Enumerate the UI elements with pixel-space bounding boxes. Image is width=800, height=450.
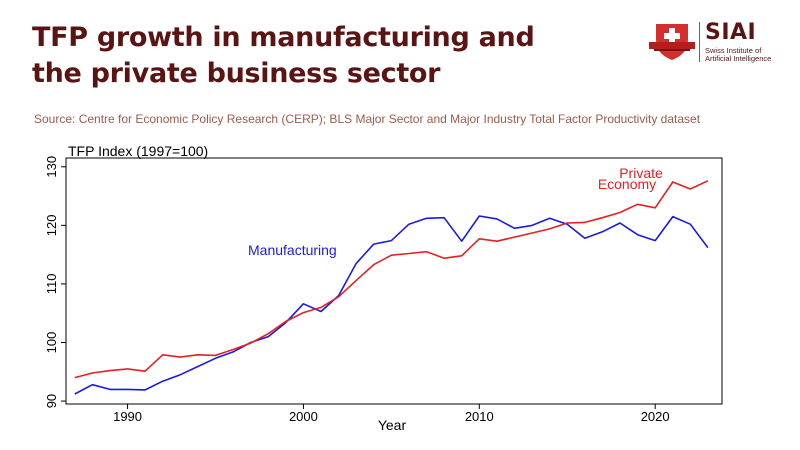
logo-divider [699,22,700,62]
siai-logo: SIAI Swiss Institute of Artificial Intel… [648,20,778,66]
series-line-private-economy [74,180,709,379]
page-title: TFP growth in manufacturing and the priv… [32,22,535,89]
x-tick-label: 1990 [113,409,142,424]
y-tick-label: 110 [44,274,59,295]
logo-subtitle-line1: Swiss Institute of [705,46,762,55]
swiss-shield-logo-icon [649,24,695,60]
chart-title: TFP Index (1997=100) [68,143,208,159]
source-note: Source: Centre for Economic Policy Resea… [34,112,701,126]
series-label-manufacturing: Manufacturing [248,242,337,258]
x-tick-label: 2020 [641,409,670,424]
y-tick-label: 90 [44,394,59,408]
series-label-private-line2: Economy [598,176,656,192]
y-tick-label: 130 [44,156,59,178]
series-layer [74,180,709,395]
plot-frame [65,157,723,405]
x-tick-label: 2000 [289,409,318,424]
series-line-manufacturing [74,215,709,395]
series-label-private-line1: Private [619,165,663,181]
logo-subtitle: Swiss Institute of Artificial Intelligen… [705,47,785,63]
y-tick-label: 120 [44,215,59,237]
x-axis-label: Year [378,417,407,433]
x-tick-label: 2010 [465,409,494,424]
logo-name: SIAI [705,20,757,45]
logo-subtitle-line2: Artificial Intelligence [705,54,772,63]
y-tick-label: 100 [44,332,59,354]
axes: 1990 2000 2010 2020 90 100 110 120 130 [44,156,670,424]
